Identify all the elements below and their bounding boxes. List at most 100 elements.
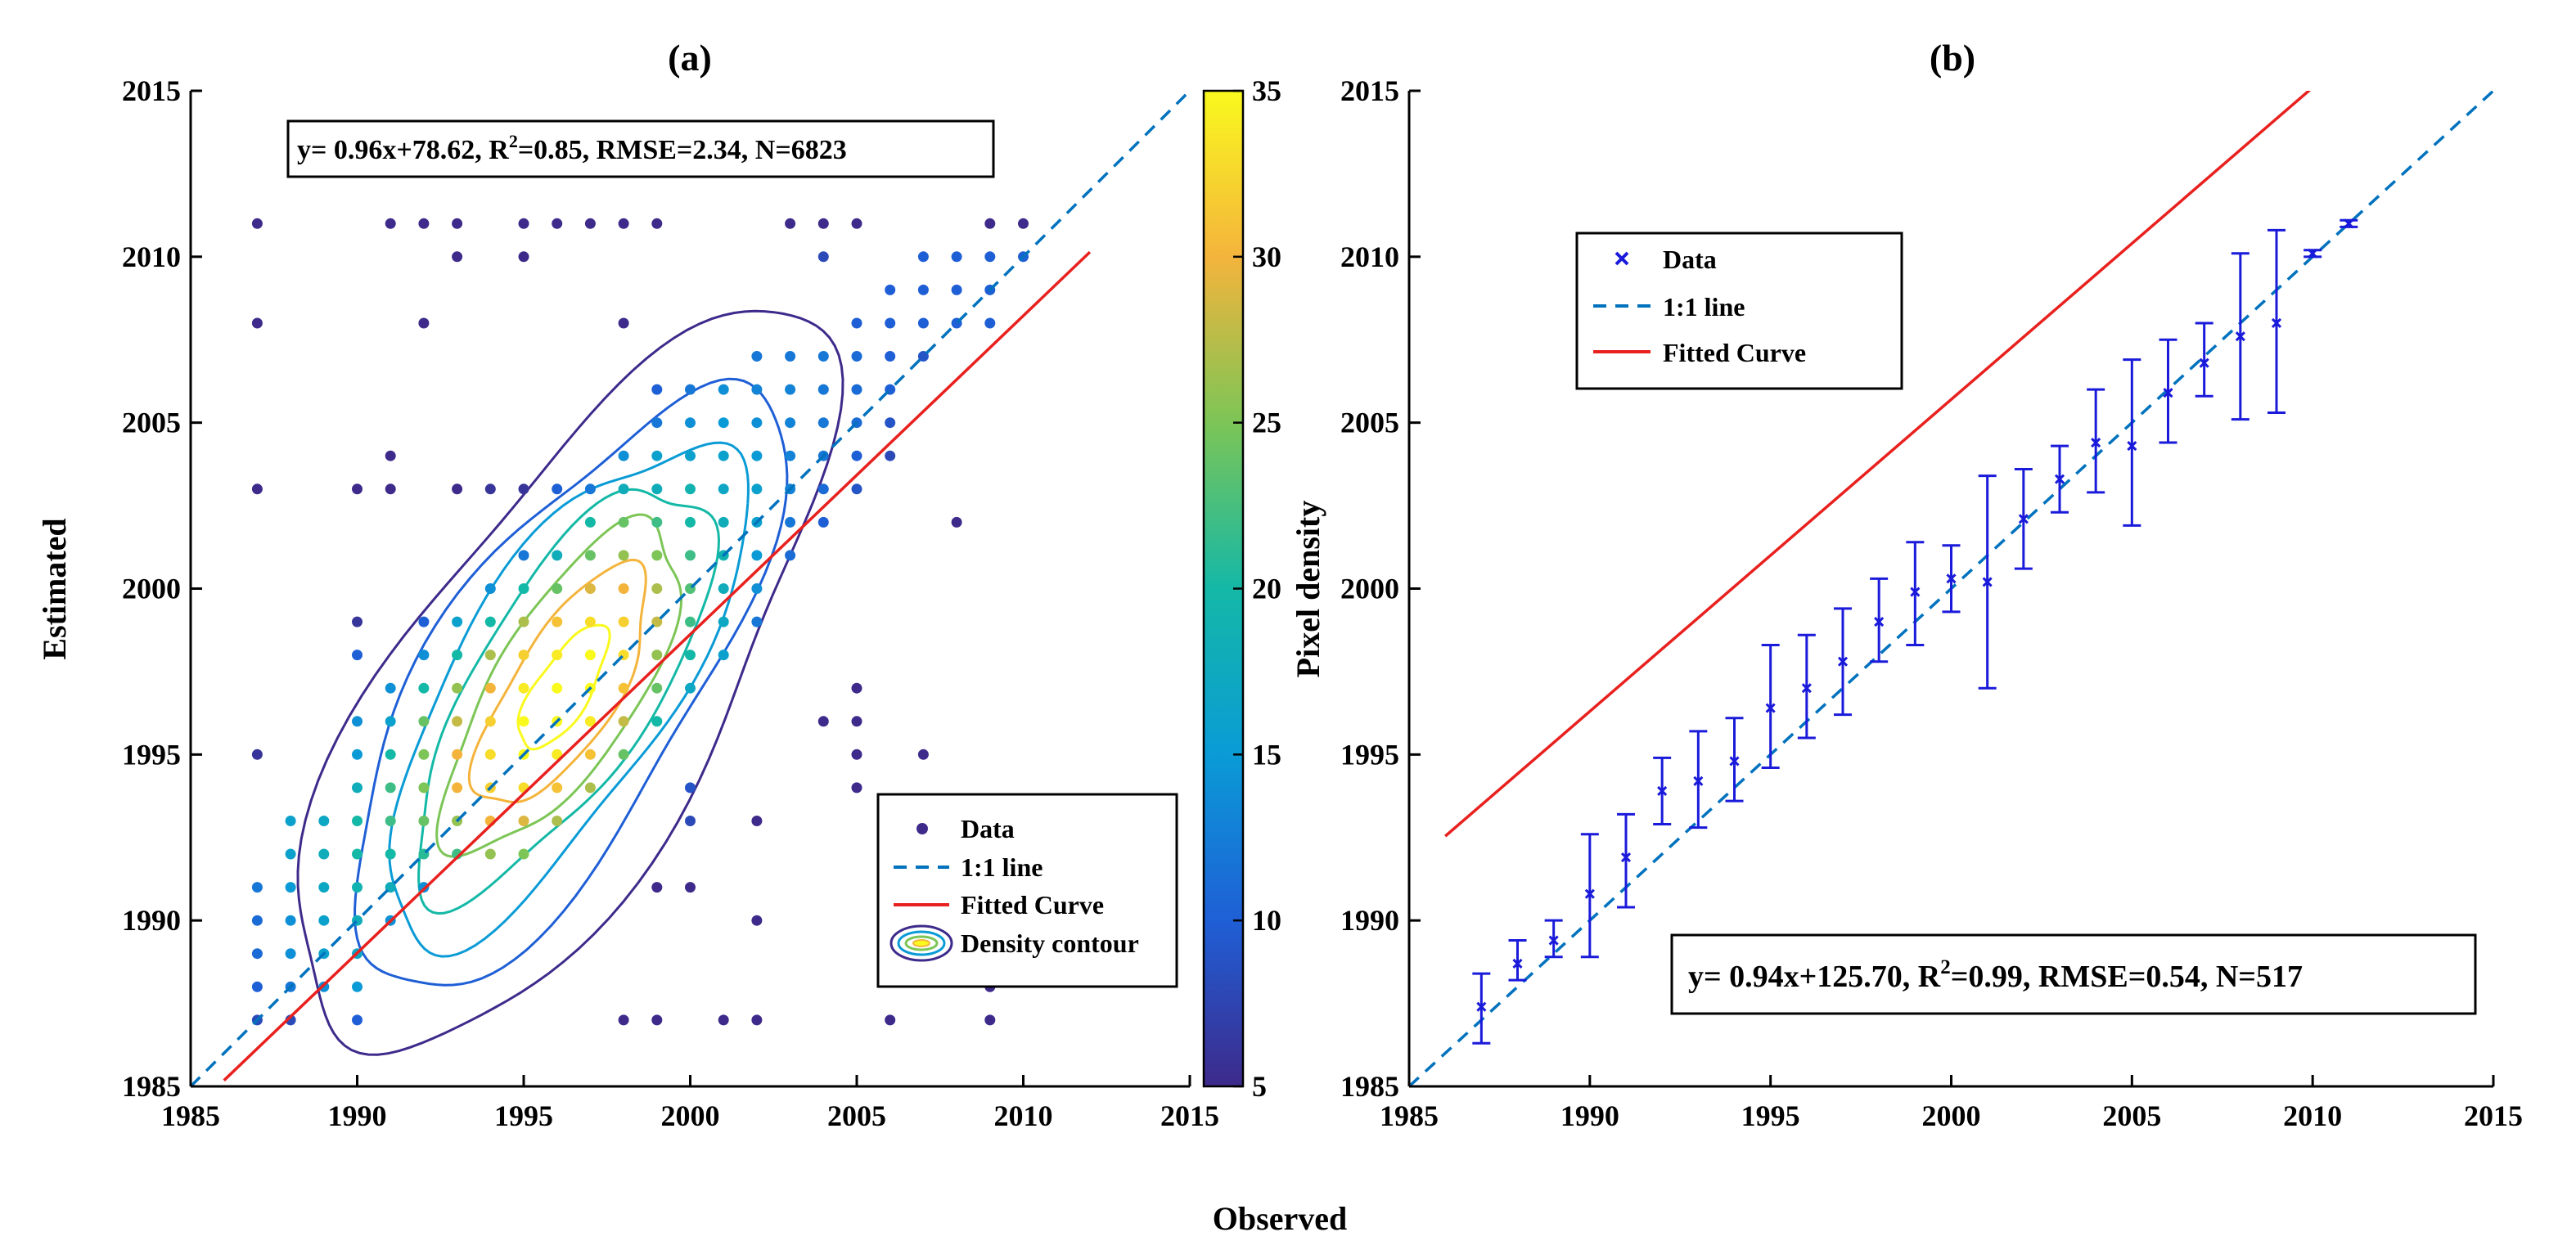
colorbar-tick-label: 15 bbox=[1252, 738, 1281, 771]
scatter-point bbox=[851, 317, 862, 329]
density-contour-level-10 bbox=[354, 377, 789, 987]
panel-b-ytick-label: 2010 bbox=[1340, 241, 1399, 273]
scatter-point bbox=[318, 848, 330, 860]
panel-a-equation-box: y= 0.96x+78.62, R2=0.85, RMSE=2.34, N=68… bbox=[286, 119, 995, 178]
density-contour-level-5 bbox=[296, 309, 844, 1056]
scatter-point bbox=[718, 1014, 729, 1026]
scatter-point bbox=[785, 550, 796, 561]
scatter-point bbox=[851, 782, 862, 794]
scatter-point bbox=[318, 915, 330, 926]
panel-b-legend: Data 1:1 line Fitted Curve bbox=[1575, 232, 1903, 390]
scatter-point bbox=[318, 816, 330, 826]
scatter-point bbox=[685, 483, 696, 495]
scatter-point bbox=[452, 218, 463, 229]
scatter-point bbox=[651, 550, 663, 561]
scatter-point bbox=[951, 284, 962, 295]
panel-a-xtick-label: 2015 bbox=[1160, 1099, 1219, 1132]
colorbar-ticks: 5 10 15 20 25 30 35 bbox=[1233, 74, 1281, 1103]
scatter-point bbox=[718, 616, 729, 627]
scatter-point bbox=[751, 1014, 763, 1026]
scatter-point bbox=[885, 317, 896, 329]
error-bar bbox=[2123, 358, 2141, 527]
scatter-point bbox=[452, 616, 463, 627]
scatter-point bbox=[418, 616, 430, 627]
scatter-point bbox=[518, 616, 529, 627]
panel-a-one-to-one-line bbox=[191, 91, 1190, 1086]
scatter-point bbox=[385, 848, 396, 860]
scatter-point bbox=[785, 384, 796, 395]
scatter-point bbox=[618, 218, 629, 229]
scatter-point bbox=[817, 251, 829, 263]
panel-b-xtick-label: 2000 bbox=[1922, 1099, 1981, 1132]
scatter-point bbox=[618, 550, 629, 561]
scatter-point bbox=[817, 516, 829, 528]
scatter-point bbox=[385, 218, 396, 229]
scatter-point bbox=[817, 218, 829, 229]
legend-fitted-curve-label: Fitted Curve bbox=[961, 890, 1104, 920]
scatter-point bbox=[552, 550, 563, 561]
scatter-point bbox=[251, 981, 263, 992]
scatter-point bbox=[885, 284, 896, 295]
scatter-point bbox=[484, 749, 496, 760]
scatter-point bbox=[651, 417, 663, 429]
panel-a-lines bbox=[191, 91, 1190, 1086]
scatter-point bbox=[1018, 218, 1029, 229]
scatter-point bbox=[618, 749, 629, 760]
density-contour-level-15 bbox=[388, 441, 750, 958]
scatter-point bbox=[685, 682, 696, 694]
legend-density-contour-label: Density contour bbox=[961, 929, 1139, 958]
scatter-point bbox=[618, 450, 629, 461]
scatter-point bbox=[651, 682, 663, 694]
scatter-point bbox=[352, 716, 363, 727]
scatter-point bbox=[352, 981, 363, 992]
scatter-point bbox=[484, 583, 496, 594]
scatter-point bbox=[817, 716, 829, 727]
scatter-point bbox=[484, 848, 496, 860]
scatter-point bbox=[718, 450, 729, 461]
scatter-point bbox=[352, 749, 363, 760]
colorbar-label: Pixel density bbox=[1290, 501, 1326, 678]
scatter-point bbox=[651, 450, 663, 461]
data-point-x-marker bbox=[1584, 888, 1595, 899]
colorbar-tick-label: 10 bbox=[1252, 904, 1281, 937]
scatter-point bbox=[385, 450, 396, 461]
scatter-point bbox=[751, 483, 763, 495]
scatter-point bbox=[452, 251, 463, 263]
panel-a-ytick-label: 2000 bbox=[122, 573, 181, 605]
scatter-point bbox=[851, 384, 862, 395]
panel-a: (a) 1985 1990 1995 2000 2005 2010 2015 1985 1990… bbox=[122, 37, 1219, 1132]
scatter-point bbox=[418, 782, 430, 794]
panel-b-axes: 1985 1990 1995 2000 2005 2010 2015 1985 1990 1995… bbox=[1340, 74, 2523, 1132]
legend-data-x-marker bbox=[1615, 251, 1629, 266]
scatter-point bbox=[251, 749, 263, 760]
scatter-point bbox=[685, 417, 696, 429]
data-point-x-marker bbox=[1837, 656, 1849, 667]
scatter-point bbox=[685, 550, 696, 561]
scatter-point bbox=[285, 915, 296, 926]
scatter-point bbox=[984, 1014, 996, 1026]
scatter-point bbox=[951, 251, 962, 263]
scatter-point bbox=[552, 218, 563, 229]
panel-a-fitted-curve bbox=[223, 250, 1092, 1081]
scatter-point bbox=[251, 948, 263, 960]
scatter-point bbox=[984, 251, 996, 263]
scatter-point bbox=[618, 483, 629, 495]
data-point-x-marker bbox=[1693, 776, 1704, 786]
scatter-point bbox=[552, 816, 563, 826]
error-bar bbox=[1617, 812, 1635, 909]
scatter-point bbox=[984, 218, 996, 229]
scatter-point bbox=[318, 882, 330, 893]
scatter-point bbox=[751, 450, 763, 461]
density-contour-level-25 bbox=[435, 513, 683, 858]
data-point-x-marker bbox=[2308, 248, 2318, 259]
legend-data-label: Data bbox=[961, 814, 1015, 843]
density-contour-level-30 bbox=[467, 558, 647, 804]
scatter-point bbox=[452, 682, 463, 694]
panel-a-xtick-label: 2005 bbox=[827, 1099, 886, 1132]
panel-b-xtick-label: 1995 bbox=[1741, 1099, 1800, 1132]
scatter-point bbox=[651, 882, 663, 893]
scatter-point bbox=[851, 716, 862, 727]
scatter-point bbox=[518, 483, 529, 495]
scatter-point bbox=[885, 351, 896, 362]
